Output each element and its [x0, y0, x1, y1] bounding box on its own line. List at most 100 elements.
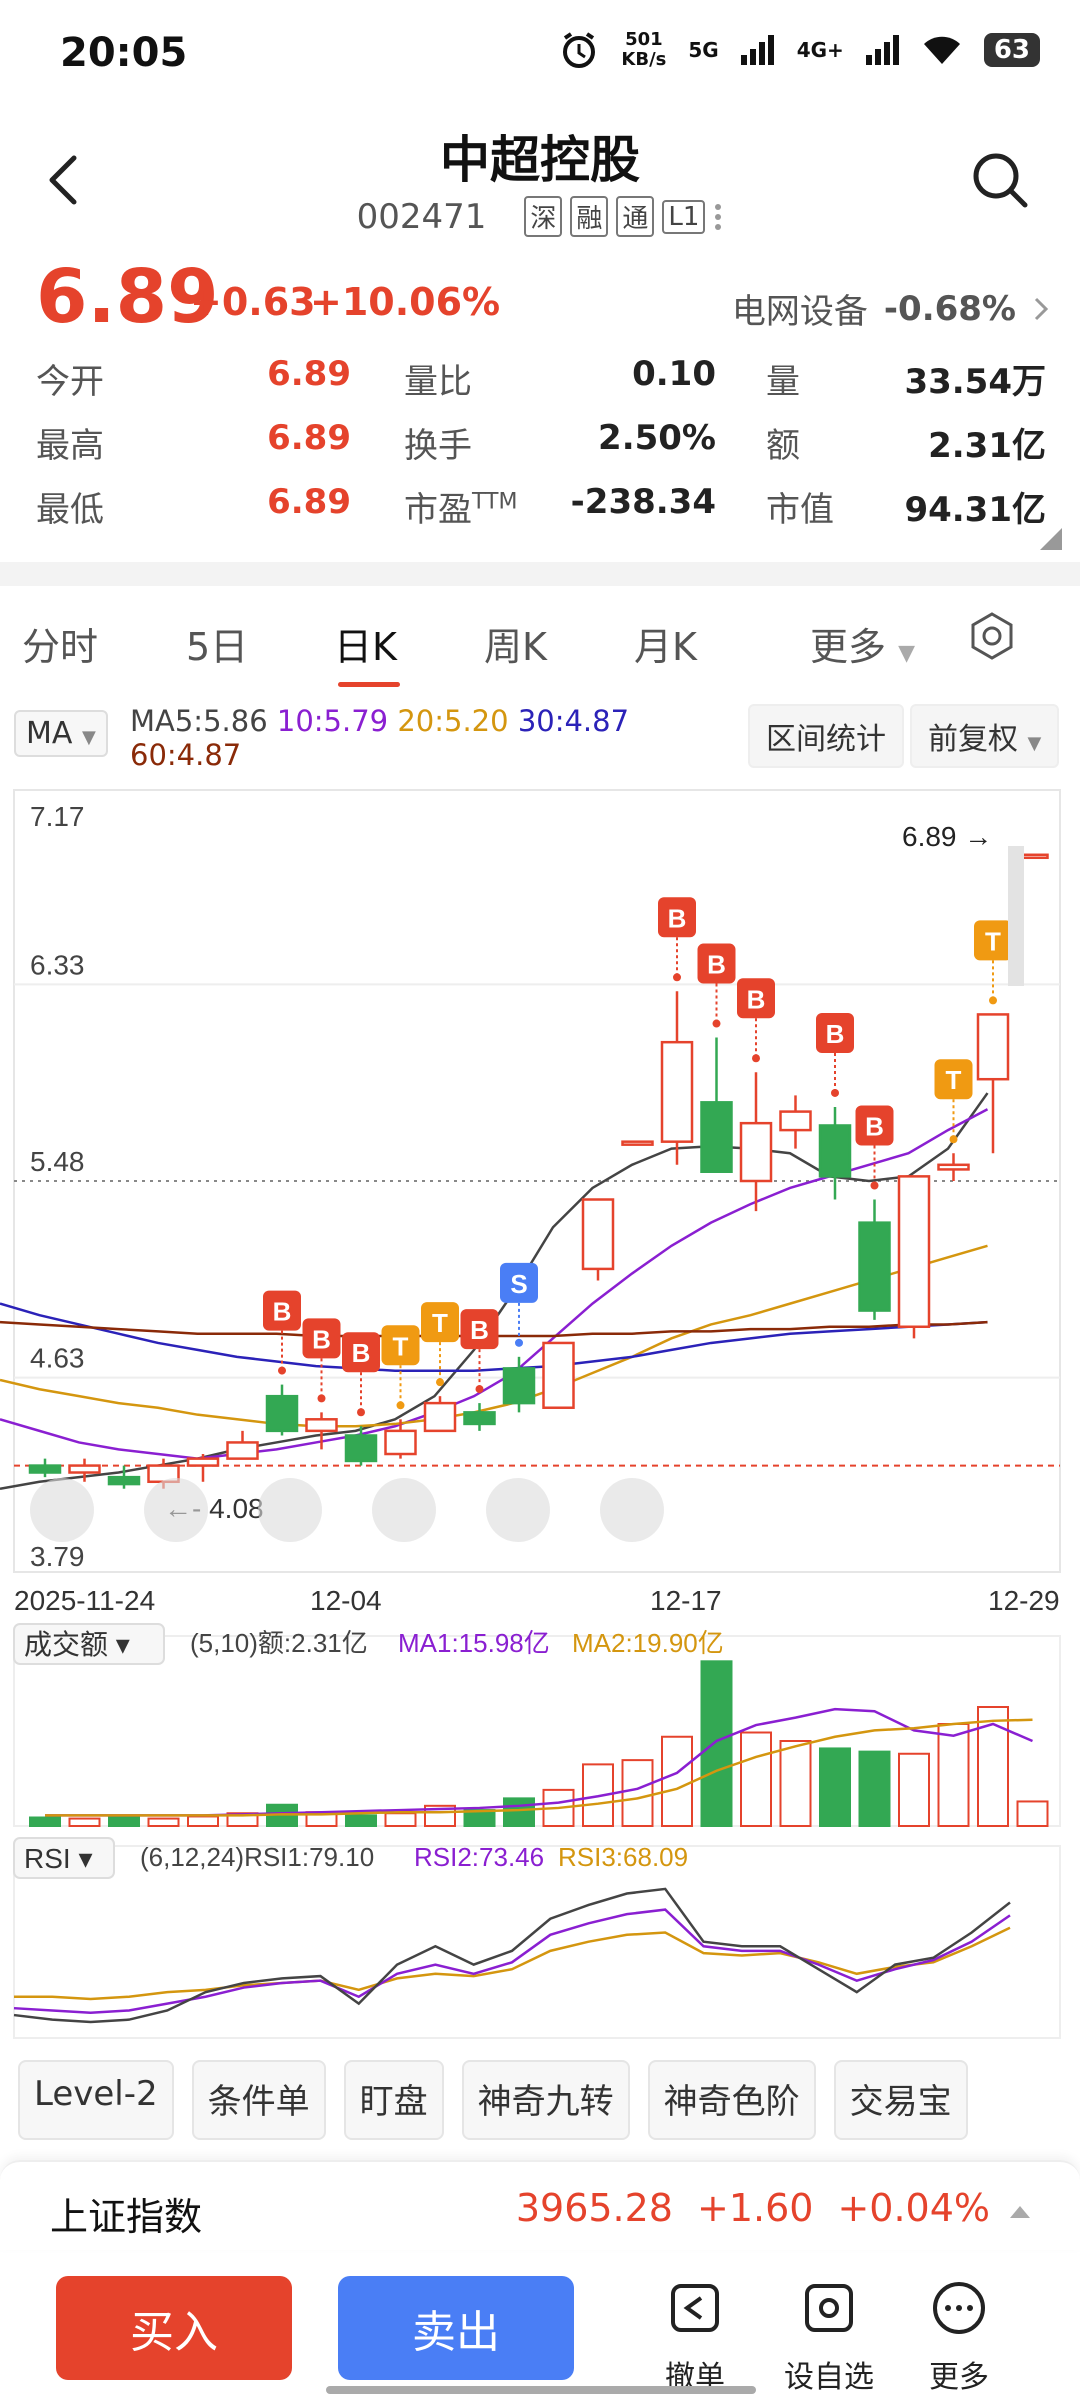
candle-body	[858, 1221, 891, 1312]
value-low: 6.89	[267, 482, 351, 522]
candle-body	[226, 1441, 259, 1460]
index-ticker[interactable]: 上证指数 3965.28 +1.60 +0.04%	[0, 2160, 1080, 2250]
volume-ma2-line	[45, 1718, 1033, 1817]
watch-button[interactable]: 盯盘	[343, 2060, 444, 2140]
tab-weekly-k[interactable]: 周K	[484, 625, 547, 669]
level2-button[interactable]: Level-2	[18, 2060, 174, 2140]
rsi1-line	[13, 1887, 1011, 2024]
magic-nine-button[interactable]: 神奇九转	[461, 2060, 630, 2140]
price-axis-label: 5.48	[30, 1146, 85, 1177]
back-icon[interactable]	[40, 150, 90, 210]
tab-5day[interactable]: 5日	[186, 625, 249, 669]
quote-grid: 今开 6.89 量比 0.10 量 33.54万 最高 6.89 换手 2.50…	[36, 342, 1046, 534]
signal-dot	[949, 1135, 958, 1144]
candle-body	[937, 1163, 970, 1171]
candle-body	[818, 1124, 852, 1178]
candle-body	[976, 1013, 1010, 1081]
range-stats-button[interactable]: 区间统计	[748, 704, 904, 768]
sector-link[interactable]: 电网设备 -0.68%	[732, 284, 1050, 333]
tab-daily-k[interactable]: 日K	[334, 625, 397, 669]
ma-legend-row: MA ▼ MA5:5.86 10:5.79 20:5.20 30:4.87 60…	[0, 696, 1080, 786]
value-market-cap: 94.31亿	[904, 490, 1046, 530]
net-speed: 501 KB/s	[621, 29, 667, 70]
chevron-right-icon	[1034, 297, 1049, 320]
volume-bar	[898, 1752, 930, 1827]
candle-body	[660, 1040, 694, 1143]
volume-selector[interactable]	[13, 1623, 165, 1665]
volume-bar	[68, 1817, 101, 1827]
signal-badge	[263, 1290, 301, 1331]
price-axis-label: 7.17	[30, 801, 85, 832]
volume-bar	[779, 1740, 812, 1827]
prev-control-icon[interactable]	[372, 1478, 436, 1542]
function-row: Level-2 条件单 盯盘 神奇九转 神奇色阶 交易宝	[0, 2060, 1080, 2140]
value-high: 6.89	[267, 418, 351, 458]
date-axis-label: 12-17	[650, 1585, 722, 1616]
adjust-selector[interactable]: 前复权 ▼	[910, 704, 1060, 768]
volume-bar	[1016, 1800, 1049, 1827]
wifi-icon	[923, 36, 960, 64]
volume-bar	[29, 1816, 61, 1827]
conditional-order-button[interactable]: 条件单	[191, 2060, 326, 2140]
sector-change: -0.68%	[883, 288, 1016, 329]
date-axis-label: 12-29	[988, 1585, 1060, 1616]
search-icon[interactable]	[970, 150, 1030, 210]
settings-hex-icon[interactable]	[966, 610, 1018, 662]
buy-button[interactable]: 买入	[56, 2276, 292, 2380]
tag-rong: 融	[570, 196, 609, 237]
trade-treasure-button[interactable]: 交易宝	[833, 2060, 968, 2140]
quote-row: 最低 6.89 市盈TTM -238.34 市值 94.31亿	[36, 470, 1046, 534]
candle-body	[68, 1464, 101, 1474]
label-pe: 市盈TTM	[404, 489, 518, 530]
candle-body	[502, 1367, 536, 1405]
value-pe: -238.34	[570, 482, 716, 522]
tab-monthly-k[interactable]: 月K	[634, 625, 697, 669]
rsi-legend-rsi2: RSI2:73.46	[414, 1842, 544, 1872]
zoom-in-control-icon[interactable]	[144, 1478, 208, 1542]
more-dots-icon[interactable]	[713, 202, 723, 232]
expand-corner-icon[interactable]	[1040, 528, 1062, 550]
signal-label: T	[393, 1331, 409, 1361]
magic-color-button[interactable]: 神奇色阶	[647, 2060, 816, 2140]
ma5-label: MA5:5.86	[130, 704, 268, 738]
signal-label: B	[273, 1297, 292, 1327]
signal-badge	[697, 943, 736, 984]
signal-badge	[460, 1309, 499, 1350]
cancel-order-button[interactable]: 撤单	[640, 2278, 750, 2396]
status-bar: 20:05 501 KB/s 5G 4G+ 63	[0, 0, 1080, 110]
ma20-line	[0, 1244, 988, 1428]
sell-button[interactable]: 卖出	[338, 2276, 574, 2380]
rsi3-line	[14, 1926, 1011, 2001]
signal-dot	[278, 1366, 286, 1375]
scroll-indicator	[1008, 846, 1024, 986]
signal-label: B	[668, 903, 687, 933]
signal-label: B	[312, 1324, 331, 1354]
label-low: 最低	[36, 490, 104, 530]
index-values: 3965.28 +1.60 +0.04%	[516, 2186, 990, 2230]
tab-more[interactable]: 更多 ▼	[810, 625, 916, 669]
bottom-action-bar: 买入 卖出 撤单 设自选 更多	[0, 2260, 1080, 2400]
zoom-out-control-icon[interactable]	[258, 1478, 322, 1542]
more-icon	[933, 2282, 985, 2334]
signal-badge	[816, 1012, 854, 1053]
expand-up-icon[interactable]	[1010, 2206, 1030, 2218]
scroll-left-control-icon[interactable]	[30, 1478, 94, 1542]
volume-bar	[740, 1731, 772, 1827]
add-watchlist-button[interactable]: 设自选	[774, 2278, 884, 2396]
volume-bar	[661, 1735, 693, 1827]
rsi-selector[interactable]	[13, 1837, 115, 1879]
volume-bar	[937, 1723, 970, 1827]
volume-bar	[187, 1815, 219, 1827]
volume-bar	[503, 1797, 535, 1827]
next-control-icon[interactable]	[486, 1478, 550, 1542]
label-volume: 量	[766, 362, 800, 402]
label-volume-ratio: 量比	[404, 362, 472, 402]
indicator-selector[interactable]: MA ▼	[14, 710, 108, 757]
volume-legend-params: (5,10)额:2.31亿	[190, 1628, 368, 1658]
tab-intraday[interactable]: 分时	[22, 625, 99, 669]
tag-shen: 深	[524, 196, 563, 237]
cell-signal-icon	[740, 35, 774, 65]
fullscreen-control-icon[interactable]	[600, 1478, 664, 1542]
more-button[interactable]: 更多	[904, 2278, 1014, 2396]
